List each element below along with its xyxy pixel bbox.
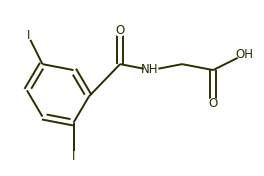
Text: O: O bbox=[209, 97, 218, 110]
Text: O: O bbox=[115, 24, 125, 37]
Text: NH: NH bbox=[141, 63, 159, 76]
Circle shape bbox=[208, 98, 218, 109]
Circle shape bbox=[115, 26, 125, 36]
Circle shape bbox=[24, 31, 32, 40]
Text: OH: OH bbox=[235, 48, 253, 61]
Circle shape bbox=[238, 48, 251, 61]
Text: I: I bbox=[72, 150, 75, 163]
Circle shape bbox=[144, 63, 158, 77]
Circle shape bbox=[69, 152, 78, 160]
Text: I: I bbox=[26, 29, 30, 42]
